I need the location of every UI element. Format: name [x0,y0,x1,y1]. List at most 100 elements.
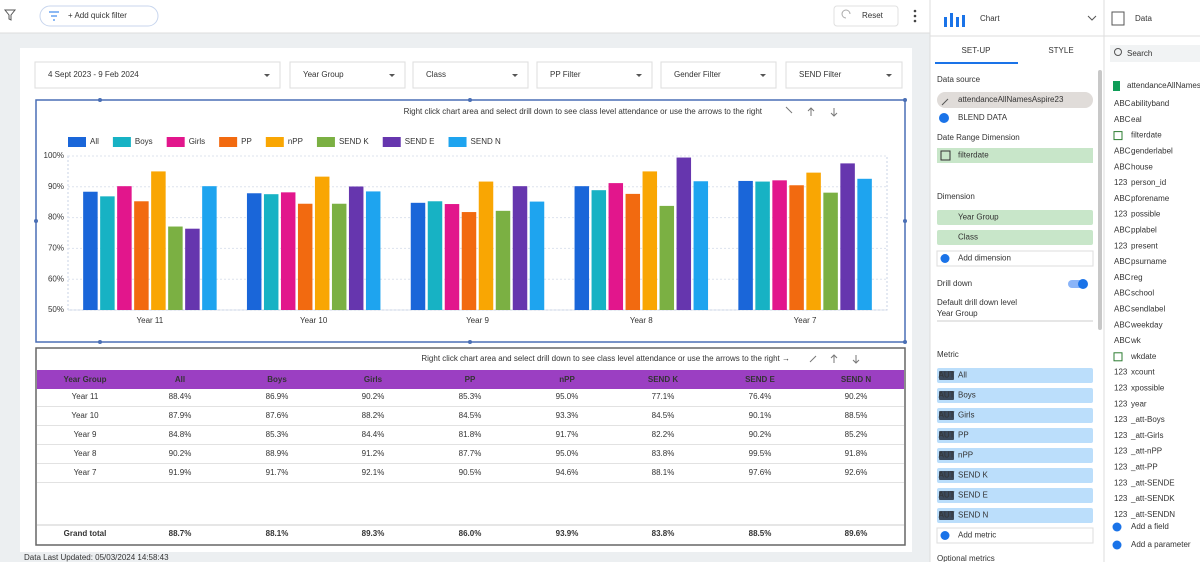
field-name[interactable]: sendlabel [1131,305,1165,314]
filter-control[interactable] [412,61,529,89]
bar[interactable] [314,176,330,310]
data-source-pill[interactable] [937,92,1093,108]
field-name[interactable]: school [1131,289,1154,298]
bar[interactable] [478,181,494,310]
chart-tool[interactable] [807,107,815,116]
field-name[interactable]: pforename [1131,194,1170,203]
filter-control[interactable] [536,61,653,89]
bar[interactable] [168,226,183,310]
reset-button[interactable] [833,5,899,27]
filter-icon[interactable] [3,9,17,21]
date-pill[interactable] [937,148,1093,163]
table-frame[interactable] [35,347,906,546]
table-tool[interactable] [852,355,860,364]
blend-label[interactable]: BLEND DATA [958,113,1008,122]
field-name[interactable]: xcount [1131,368,1155,377]
bar[interactable] [676,157,692,310]
menu-dot[interactable] [913,19,917,23]
table-tool[interactable] [830,354,838,363]
scrollbar[interactable] [1098,70,1102,330]
bar[interactable] [297,203,313,310]
field-name[interactable]: xpossible [1131,384,1165,393]
field-name[interactable]: wk [1130,336,1142,345]
menu-dot[interactable] [913,14,917,18]
metric-pill[interactable] [937,468,1093,483]
bar[interactable] [410,202,426,310]
add-field-label[interactable]: Add a field [1131,522,1169,531]
field-name[interactable]: _att-Girls [1130,431,1163,440]
bar[interactable] [772,180,787,310]
table-tool[interactable] [809,355,817,363]
filter-control[interactable] [785,61,903,89]
field-name[interactable]: person_id [1131,178,1166,187]
chart-tool[interactable] [830,108,838,117]
bar[interactable] [202,186,217,310]
menu-dot[interactable] [913,9,917,13]
bar[interactable] [83,191,98,310]
field-name[interactable]: possible [1131,210,1161,219]
field-name[interactable]: _att-SENDE [1130,478,1175,487]
bar[interactable] [659,205,675,310]
bar[interactable] [642,171,658,310]
bar[interactable] [151,171,166,310]
field-name[interactable]: present [1131,241,1158,250]
metric-pill[interactable] [937,368,1093,383]
bar[interactable] [100,196,115,310]
bar[interactable] [246,193,262,310]
filter-control[interactable] [34,61,281,89]
bar[interactable] [789,185,804,310]
metric-pill[interactable] [937,428,1093,443]
add-dimension[interactable] [936,250,1094,267]
field-name[interactable]: year [1131,399,1147,408]
bar[interactable] [755,181,770,310]
search-box[interactable] [1110,45,1200,62]
dimension-pill[interactable] [937,230,1093,245]
tab[interactable]: STYLE [1048,46,1073,55]
field-name[interactable]: _att-Boys [1130,415,1165,424]
field-name[interactable]: weekday [1130,320,1163,329]
bar[interactable] [529,201,545,310]
field-name[interactable]: genderlabel [1131,147,1173,156]
field-name[interactable]: reg [1131,273,1143,282]
metric-pill[interactable] [937,508,1093,523]
bar[interactable] [134,201,149,310]
add-parameter-label[interactable]: Add a parameter [1131,540,1191,549]
bar[interactable] [840,163,855,310]
bar[interactable] [117,186,132,310]
metric-pill[interactable] [937,388,1093,403]
bar[interactable] [857,178,872,310]
bar[interactable] [280,192,296,310]
add-metric[interactable] [936,527,1094,544]
field-name[interactable]: _att-SENDK [1130,494,1175,503]
bar[interactable] [185,228,200,310]
bar[interactable] [348,186,364,310]
field-name[interactable]: _att-SENDN [1130,510,1175,519]
dimension-pill[interactable] [937,210,1093,225]
field-name[interactable]: pplabel [1131,226,1157,235]
bar[interactable] [823,192,838,310]
metric-pill[interactable] [937,408,1093,423]
bar[interactable] [263,194,279,310]
field-name[interactable]: psurname [1131,257,1167,266]
bar[interactable] [461,212,477,310]
chart-tool[interactable] [785,106,793,114]
bar[interactable] [738,180,753,310]
field-name[interactable]: _att-PP [1130,463,1158,472]
filter-control[interactable] [289,61,406,89]
field-name[interactable]: filterdate [1131,131,1162,140]
metric-pill[interactable] [937,448,1093,463]
bar[interactable] [591,190,607,310]
bar[interactable] [693,181,709,310]
bar[interactable] [512,186,528,310]
collapse-arrow[interactable] [1087,15,1097,21]
bar[interactable] [427,201,443,310]
filter-control[interactable] [660,61,777,89]
field-name[interactable]: eal [1131,115,1142,124]
bar[interactable] [444,204,460,310]
metric-pill[interactable] [937,488,1093,503]
field-name[interactable]: _att-nPP [1130,447,1162,456]
bar[interactable] [608,183,624,310]
bar[interactable] [365,191,381,310]
bar[interactable] [625,193,641,310]
drill-level[interactable]: Year Group [937,309,978,318]
